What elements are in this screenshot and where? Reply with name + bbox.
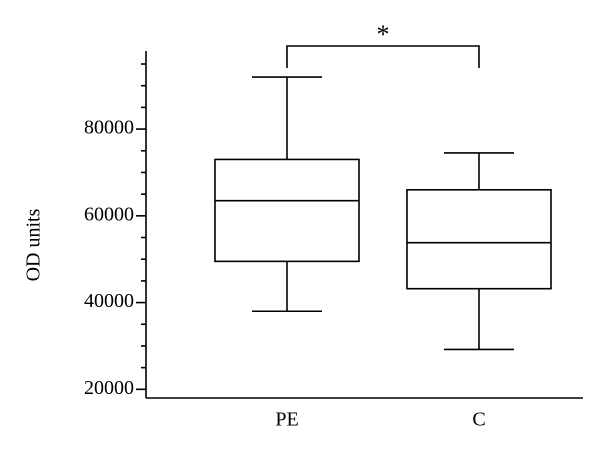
box: [214, 158, 360, 263]
y-tick-label: 20000: [84, 377, 134, 399]
x-tick-label: C: [472, 409, 485, 431]
y-tick-label: 40000: [84, 290, 134, 312]
significance-bracket: [286, 45, 480, 68]
y-tick-label: 60000: [84, 203, 134, 225]
box: [406, 189, 552, 290]
x-tick-label: PE: [275, 409, 298, 431]
y-axis-label: OD units: [23, 208, 45, 281]
significance-label: *: [377, 20, 390, 49]
y-tick-label: 80000: [84, 117, 134, 139]
